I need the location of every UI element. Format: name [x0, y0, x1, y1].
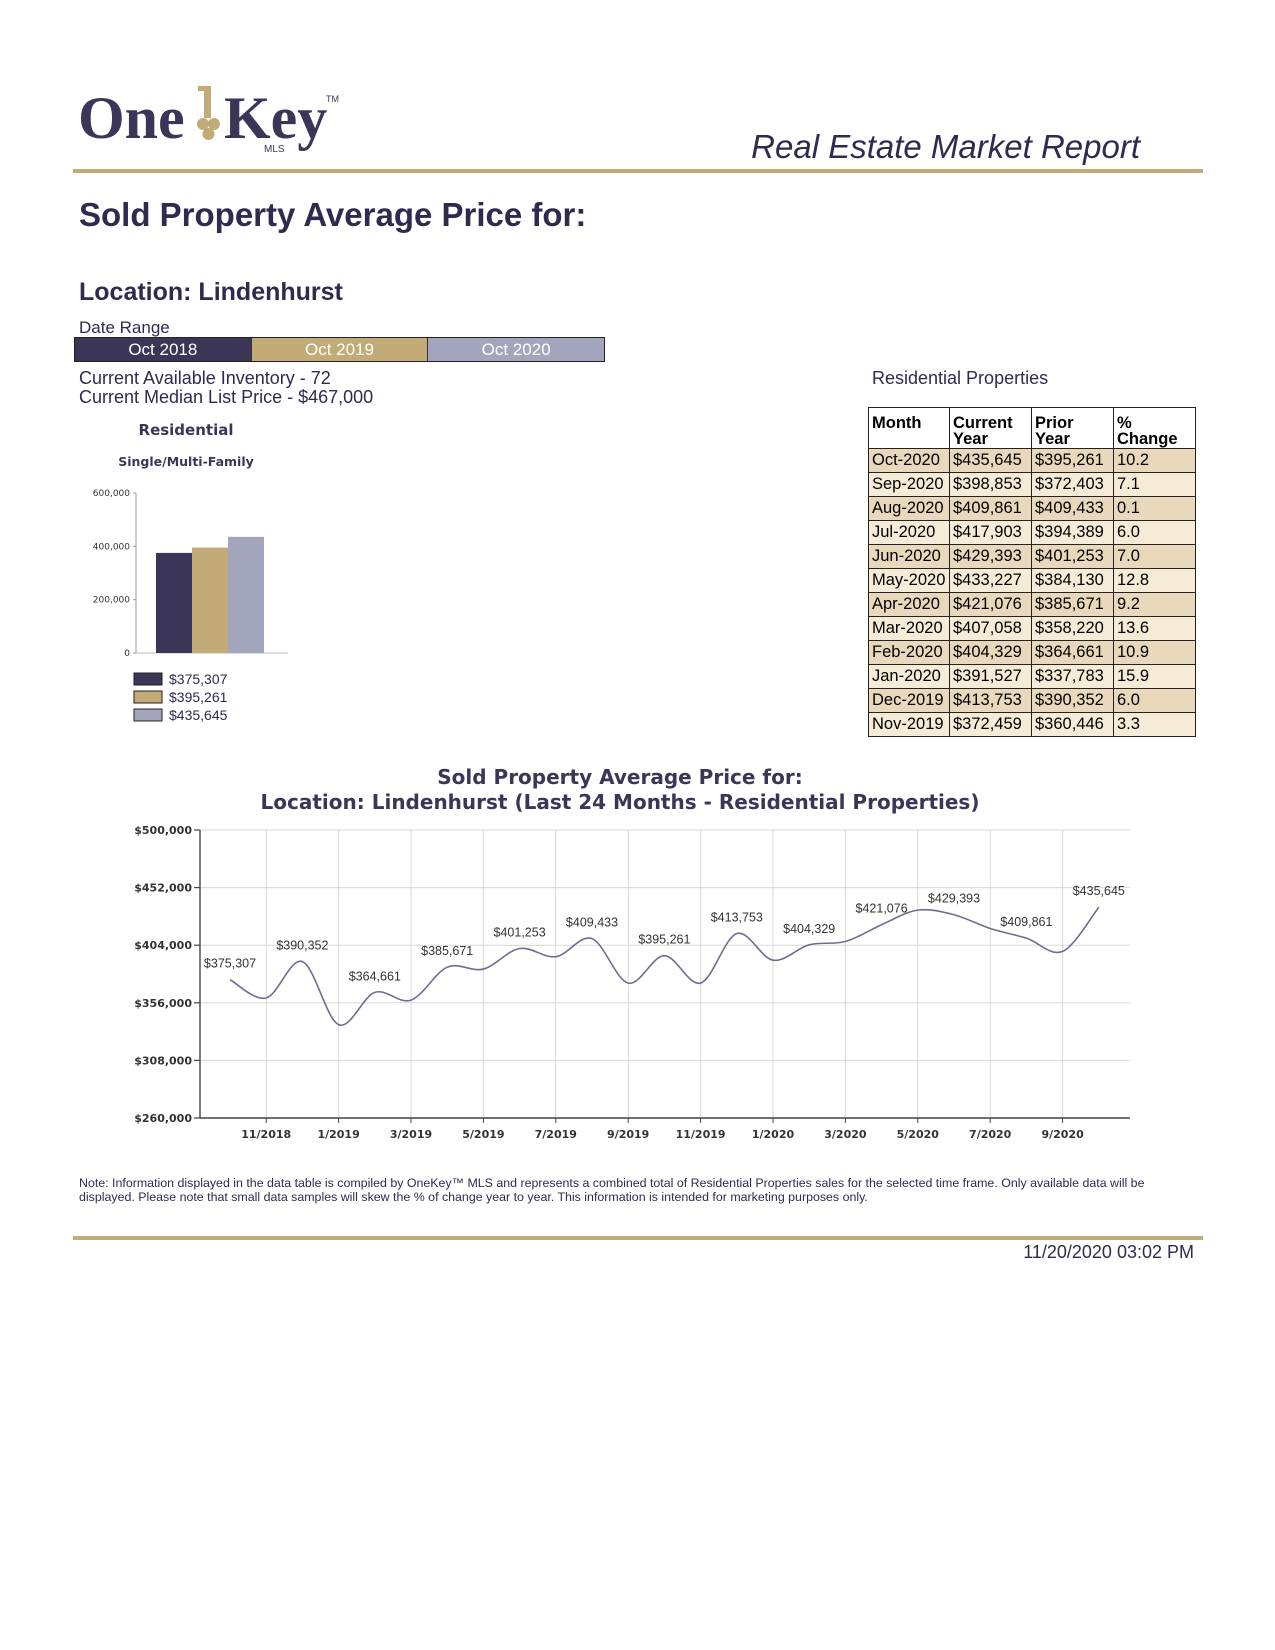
- svg-text:MLS: MLS: [264, 144, 285, 155]
- line-x-tick-label: 1/2020: [752, 1128, 795, 1141]
- date-range-period: Oct 2018: [75, 338, 251, 361]
- legend-label: $395,261: [169, 689, 228, 705]
- line-data-label: $395,261: [638, 933, 690, 947]
- table-row: Oct-2020 $435,645 $395,261 10.2: [868, 448, 1196, 473]
- median-list-price: Current Median List Price - $467,000: [79, 387, 374, 407]
- legend-label: $375,307: [169, 671, 228, 687]
- table-row: Mar-2020 $407,058 $358,220 13.6: [868, 616, 1196, 641]
- svg-text:One: One: [78, 85, 185, 151]
- line-x-tick-label: 1/2019: [317, 1128, 359, 1141]
- line-data-label: $409,433: [566, 916, 618, 930]
- legend-swatch: [133, 672, 163, 686]
- table-row: Aug-2020 $409,861 $409,433 0.1: [868, 496, 1196, 521]
- line-data-label: $409,861: [1000, 915, 1052, 929]
- line-data-label: $421,076: [856, 902, 908, 916]
- line-data-label: $435,645: [1073, 884, 1125, 898]
- disclaimer-note: Note: Information displayed in the data …: [79, 1176, 1145, 1204]
- residential-bar-chart: Residential Single/Multi-Family 600,000 4…: [93, 421, 288, 723]
- price-table: Month Current Year Prior Year % Change Oct-…: [868, 407, 1196, 737]
- line-x-tick-label: 11/2018: [241, 1128, 291, 1141]
- bar: [156, 552, 192, 653]
- svg-text:TM: TM: [326, 94, 339, 104]
- bar-chart-subtitle: Single/Multi-Family: [118, 454, 254, 469]
- line-x-tick-label: 7/2019: [535, 1128, 577, 1141]
- bar-y-tick-label: 200,000: [93, 596, 130, 606]
- line-x-tick-label: 9/2019: [607, 1128, 649, 1141]
- line-data-label: $364,661: [349, 969, 401, 983]
- bar-chart-bars: [156, 536, 264, 653]
- legend-swatch: [133, 708, 163, 722]
- line-x-tick-label: 3/2020: [824, 1128, 867, 1141]
- table-row: Jun-2020 $429,393 $401,253 7.0: [868, 544, 1196, 569]
- line-data-label: $404,329: [783, 922, 835, 936]
- line-data-label: $429,393: [928, 892, 980, 906]
- line-y-tick-label: $500,000: [134, 824, 192, 837]
- svg-text:Key: Key: [224, 85, 327, 151]
- bar-chart-title: Residential: [139, 421, 234, 439]
- table-row: Apr-2020 $421,076 $385,671 9.2: [868, 592, 1196, 617]
- table-title: Residential Properties: [872, 368, 1049, 388]
- table-row: Feb-2020 $404,329 $364,661 10.9: [868, 640, 1196, 665]
- line-data-label: $390,352: [276, 939, 328, 953]
- line-data-label: $375,307: [204, 957, 256, 971]
- legend-swatch: [133, 690, 163, 704]
- column-header-month: Month: [868, 407, 950, 449]
- line-x-tick-label: 9/2020: [1041, 1128, 1084, 1141]
- bar-y-tick-label: 0: [124, 649, 130, 659]
- line-x-tick-label: 3/2019: [390, 1128, 432, 1141]
- line-y-tick-label: $260,000: [134, 1112, 192, 1125]
- footer-divider: [73, 1236, 1203, 1240]
- table-row: Nov-2019 $372,459 $360,446 3.3: [868, 712, 1196, 737]
- line-y-tick-label: $356,000: [134, 997, 192, 1010]
- line-chart-grid: [200, 829, 1130, 1119]
- line-x-tick-label: 7/2020: [969, 1128, 1012, 1141]
- column-header-prior-year: Prior Year: [1031, 407, 1114, 449]
- bar: [228, 536, 264, 653]
- date-range-label: Date Range: [79, 318, 170, 337]
- date-range-bar: Oct 2018 Oct 2019 Oct 2020: [74, 337, 605, 362]
- line-y-tick-label: $452,000: [134, 882, 192, 895]
- line-data-label: $401,253: [494, 925, 546, 939]
- current-inventory: Current Available Inventory - 72: [79, 368, 331, 388]
- line-x-tick-label: 5/2019: [462, 1128, 504, 1141]
- bar: [192, 547, 228, 653]
- line-data-label: $385,671: [421, 944, 473, 958]
- bar-y-tick-label: 600,000: [93, 489, 130, 499]
- location-label: Location: Lindenhurst: [79, 278, 343, 306]
- report-timestamp: 11/20/2020 03:02 PM: [1023, 1242, 1194, 1262]
- legend-label: $435,645: [169, 707, 228, 723]
- date-range-period: Oct 2019: [250, 338, 428, 361]
- table-header-row: Month Current Year Prior Year % Change: [868, 407, 1196, 449]
- table-row: Jul-2020 $417,903 $394,389 6.0: [868, 520, 1196, 545]
- line-x-tick-label: 5/2020: [897, 1128, 940, 1141]
- line-chart-title: Sold Property Average Price for:: [437, 765, 802, 789]
- bar-chart-legend: $375,307 $395,261 $435,645: [133, 671, 228, 723]
- column-header-change: % Change: [1113, 407, 1196, 449]
- line-series: [229, 906, 1100, 1026]
- column-header-current-year: Current Year: [949, 407, 1032, 449]
- table-row: Jan-2020 $391,527 $337,783 15.9: [868, 664, 1196, 689]
- onekey-mls-logo: One Key TM MLS: [78, 85, 339, 155]
- report-title: Real Estate Market Report: [751, 128, 1140, 165]
- line-x-tick-label: 11/2019: [676, 1128, 726, 1141]
- bar-y-tick-label: 400,000: [93, 542, 130, 552]
- date-range-period: Oct 2020: [427, 338, 605, 361]
- page-heading: Sold Property Average Price for:: [79, 196, 587, 233]
- line-data-labels: $375,307 $390,352 $364,661 $385,671 $401,253…: [204, 884, 1125, 983]
- table-row: Dec-2019 $413,753 $390,352 6.0: [868, 688, 1196, 713]
- header-divider: [73, 169, 1203, 173]
- table-row: May-2020 $433,227 $384,130 12.8: [868, 568, 1196, 593]
- line-data-label: $413,753: [711, 910, 763, 924]
- key-icon: [197, 86, 220, 140]
- line-chart-subtitle: Location: Lindenhurst (Last 24 Months - …: [261, 790, 980, 814]
- table-row: Sep-2020 $398,853 $372,403 7.1: [868, 472, 1196, 497]
- line-y-tick-label: $404,000: [134, 939, 192, 952]
- price-line-chart: Sold Property Average Price for: Locatio…: [134, 765, 1130, 1141]
- line-y-tick-label: $308,000: [134, 1054, 192, 1067]
- line-chart-axes: $260,000 $308,000 $356,000 $404,000 $452,000…: [134, 824, 1130, 1141]
